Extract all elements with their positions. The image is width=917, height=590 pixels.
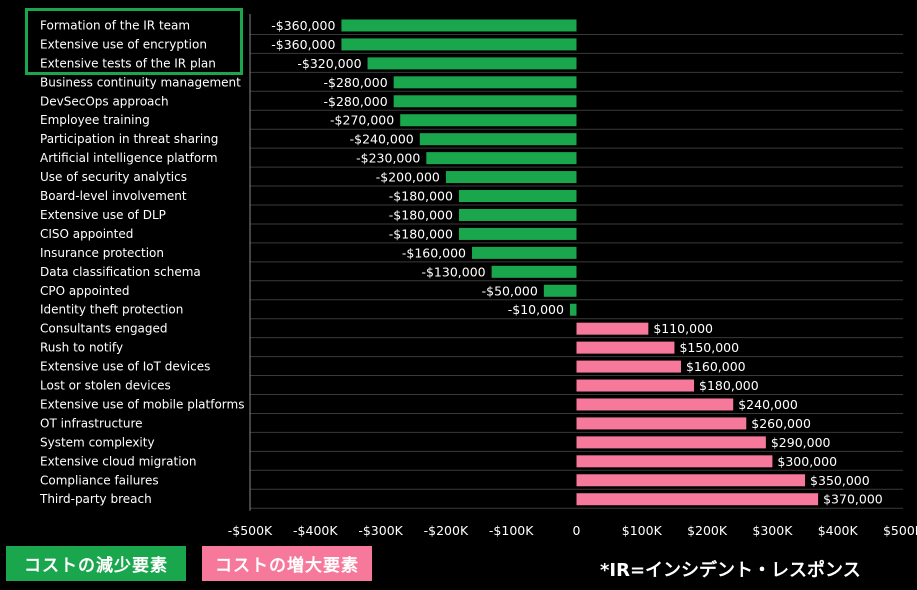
value-label: -$360,000: [271, 37, 335, 52]
value-label: $160,000: [686, 359, 746, 374]
category-label: Identity theft protection: [40, 303, 183, 317]
x-tick-label: $400K: [818, 523, 859, 538]
bar-9: [445, 171, 577, 184]
category-label: Lost or stolen devices: [40, 379, 171, 393]
x-axis: -$500K -$400K -$300K -$200K -$100K 0 $100K $200…: [228, 523, 917, 538]
value-label: $300,000: [777, 454, 837, 469]
bar-20: [576, 379, 695, 392]
category-label: Extensive tests of the IR plan: [40, 56, 216, 70]
highlight-box-ir: [25, 8, 243, 75]
x-tick-label: $100K: [622, 523, 663, 538]
value-label: -$180,000: [389, 189, 453, 204]
x-tick-label: $200K: [687, 523, 728, 538]
bar-24: [576, 455, 773, 468]
value-label: -$280,000: [324, 94, 388, 109]
x-tick-label: -$100K: [489, 523, 534, 538]
value-label: -$270,000: [330, 113, 394, 128]
category-label: Rush to notify: [40, 341, 123, 355]
bars: [341, 19, 819, 506]
value-label: $180,000: [699, 378, 759, 393]
bar-3: [367, 57, 577, 70]
category-label: Compliance failures: [40, 473, 159, 487]
bar-16: [569, 303, 577, 316]
value-label: $350,000: [810, 473, 870, 488]
value-label: -$50,000: [482, 283, 538, 298]
x-tick-label: -$300K: [358, 523, 403, 538]
category-label: Use of security analytics: [40, 170, 187, 184]
category-label: Extensive use of DLP: [40, 208, 166, 222]
category-label: Extensive use of encryption: [40, 37, 207, 51]
category-label: System complexity: [40, 435, 155, 449]
bar-26: [576, 493, 819, 506]
bar-13: [472, 246, 577, 259]
value-label: -$10,000: [508, 302, 564, 317]
bar-6: [400, 114, 577, 127]
bar-7: [419, 133, 577, 146]
bar-4: [393, 76, 577, 89]
value-label: $240,000: [738, 397, 798, 412]
x-tick-label: -$200K: [424, 523, 469, 538]
bar-1: [341, 19, 577, 32]
value-label: -$280,000: [324, 75, 388, 90]
value-label: -$360,000: [271, 18, 335, 33]
bar-23: [576, 436, 766, 449]
bar-14: [491, 265, 577, 278]
bar-22: [576, 417, 747, 430]
category-labels: Formation of the IR team Extensive use of…: [39, 18, 244, 506]
value-label: -$160,000: [402, 245, 466, 260]
value-label: -$320,000: [297, 56, 361, 71]
category-label: Extensive cloud migration: [40, 454, 197, 468]
bar-5: [393, 95, 577, 108]
bar-11: [458, 208, 577, 221]
category-label: Insurance protection: [40, 246, 164, 260]
bar-2: [341, 38, 577, 51]
legend-cost-decrease: コストの減少要素: [6, 546, 186, 581]
value-labels: -$360,000 -$360,000 -$320,000 -$280,000 -$28…: [271, 18, 883, 507]
footnote: *IR=インシデント・レスポンス: [600, 560, 861, 581]
bar-19: [576, 360, 681, 373]
category-label: CISO appointed: [40, 227, 133, 241]
x-tick-label: $500K: [883, 523, 917, 538]
category-label: Extensive use of IoT devices: [40, 360, 210, 374]
bar-18: [576, 341, 675, 354]
x-tick-label: 0: [573, 523, 581, 538]
bar-21: [576, 398, 734, 411]
bar-12: [458, 227, 577, 240]
x-tick-label: $300K: [752, 523, 793, 538]
bar-8: [426, 152, 577, 165]
value-label: -$230,000: [356, 151, 420, 166]
bar-25: [576, 474, 806, 487]
category-label: DevSecOps approach: [40, 94, 169, 108]
x-tick-label: -$400K: [293, 523, 338, 538]
value-label: -$200,000: [376, 170, 440, 185]
category-label: Third-party breach: [39, 492, 152, 506]
bar-17: [576, 322, 649, 335]
value-label: -$130,000: [421, 264, 485, 279]
category-label: Artificial intelligence platform: [40, 151, 218, 165]
category-label: Formation of the IR team: [40, 18, 190, 32]
legend-cost-increase: コストの増大要素: [202, 546, 372, 581]
value-label: $110,000: [653, 321, 713, 336]
value-label: $260,000: [751, 416, 811, 431]
value-label: -$240,000: [350, 132, 414, 147]
value-label: -$180,000: [389, 207, 453, 222]
category-label: Business continuity management: [40, 75, 241, 89]
category-label: Employee training: [40, 113, 150, 127]
category-label: Participation in threat sharing: [40, 132, 218, 146]
x-tick-label: -$500K: [228, 523, 273, 538]
category-label: Consultants engaged: [40, 322, 168, 336]
grid-lines: [249, 14, 903, 511]
category-label: OT infrastructure: [40, 416, 143, 430]
category-label: Extensive use of mobile platforms: [40, 397, 244, 411]
bar-10: [458, 190, 577, 203]
value-label: $370,000: [823, 492, 883, 507]
category-label: Board-level involvement: [40, 189, 187, 203]
value-label: $290,000: [771, 435, 831, 450]
bar-15: [543, 284, 577, 297]
value-label: $150,000: [679, 340, 739, 355]
category-label: CPO appointed: [40, 284, 129, 298]
value-label: -$180,000: [389, 226, 453, 241]
category-label: Data classification schema: [40, 265, 201, 279]
